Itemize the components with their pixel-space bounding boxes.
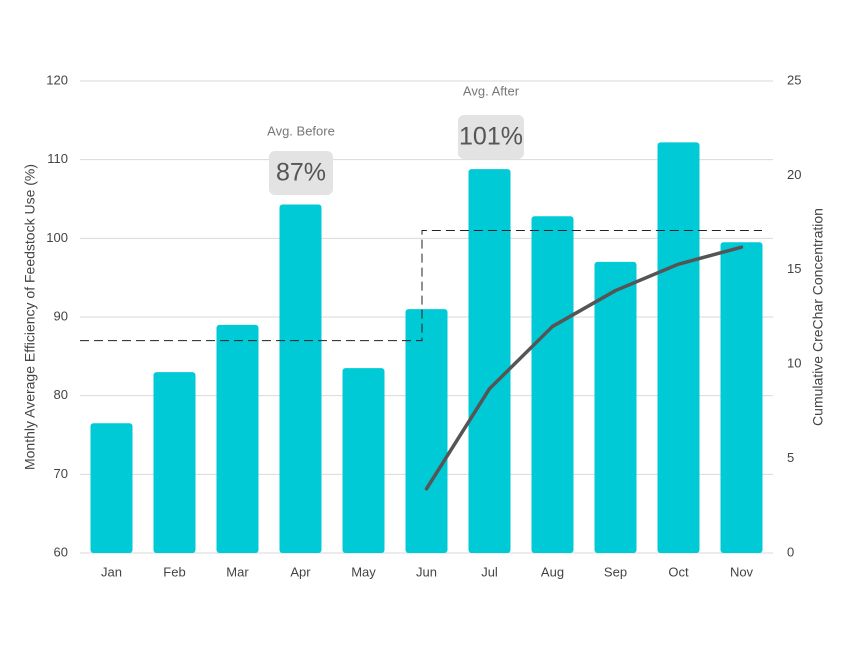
bar <box>720 242 763 553</box>
y-tick-label: 100 <box>46 230 68 245</box>
y2-tick-label: 15 <box>787 261 801 276</box>
x-tick-label: May <box>351 564 376 579</box>
annotation-title: Avg. Before <box>267 123 335 138</box>
bar <box>594 261 637 553</box>
y2-axis-label: Cumulative CreChar Concentration <box>810 208 826 426</box>
annotation-title: Avg. After <box>463 83 520 98</box>
bar <box>657 142 700 554</box>
bar <box>90 423 133 553</box>
y-tick-label: 120 <box>46 72 68 87</box>
x-tick-label: Sep <box>604 564 627 579</box>
x-tick-label: Oct <box>668 564 689 579</box>
y-tick-label: 110 <box>47 151 68 166</box>
x-tick-label: Jun <box>416 564 437 579</box>
line <box>424 245 744 491</box>
y-tick-label: 60 <box>54 544 68 559</box>
y-tick-label: 80 <box>54 387 68 402</box>
annotation-box <box>458 115 524 159</box>
bar <box>468 169 511 553</box>
bar <box>342 368 385 553</box>
bar <box>279 204 322 554</box>
x-tick-label: Jul <box>481 564 498 579</box>
x-tick-label: Nov <box>730 564 754 579</box>
annotation-box <box>269 151 333 195</box>
annotation-value: 87% <box>276 159 326 187</box>
y2-tick-label: 10 <box>787 356 801 371</box>
bar <box>531 216 574 553</box>
y2-tick-label: 20 <box>787 167 801 182</box>
y-axis-label: Monthly Average Efficiency of Feedstock … <box>22 164 38 470</box>
bar <box>216 324 259 553</box>
x-tick-label: Aug <box>541 564 564 579</box>
annotation-value: 101% <box>459 123 523 151</box>
bar <box>153 372 196 553</box>
x-tick-label: Jan <box>101 564 122 579</box>
y2-tick-label: 5 <box>787 450 794 465</box>
y-tick-label: 90 <box>54 308 68 323</box>
y2-tick-label: 25 <box>787 72 801 87</box>
x-tick-label: Mar <box>226 564 249 579</box>
x-tick-label: Apr <box>290 564 311 579</box>
bar <box>405 309 448 553</box>
x-tick-label: Feb <box>163 564 185 579</box>
average-line <box>80 229 762 342</box>
y2-tick-label: 0 <box>787 544 794 559</box>
y-tick-label: 70 <box>54 466 68 481</box>
